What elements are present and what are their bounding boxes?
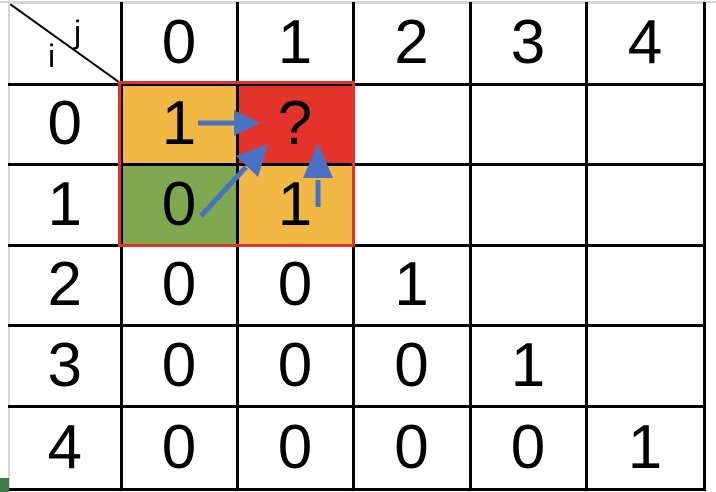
row-label-3: 3 [8,323,123,408]
cell-1-1: 1 [235,162,355,247]
cell-2-3 [468,243,588,327]
cell-1-0: 0 [119,162,239,247]
gridline-stub [468,488,471,492]
cell-3-0: 0 [119,323,239,408]
gridline-stub [235,488,238,492]
col-header-4: 4 [584,2,706,86]
cell-2-4 [584,243,706,327]
cell-0-2 [351,82,472,166]
header-row: j i 0 1 2 3 4 [8,2,706,86]
col-header-2: 2 [351,2,472,86]
cell-2-1: 0 [235,243,355,327]
slide-corner-marker [0,478,9,492]
cell-2-0: 0 [119,243,239,327]
row-label-2: 2 [8,243,123,327]
dp-table: j i 0 1 2 3 4 0 1 ? 1 0 1 2 0 [8,2,706,491]
row-label-1: 1 [8,162,123,247]
cell-4-4: 1 [584,404,706,491]
diagonal-divider [11,5,118,81]
cell-4-0: 0 [119,404,239,491]
cell-1-3 [468,162,588,247]
gridline-stub [351,488,354,492]
table-row: 3 0 0 0 1 [8,323,706,408]
gridline-stub [584,488,587,492]
gridline-stub [119,488,122,492]
cell-4-2: 0 [351,404,472,491]
cell-3-2: 0 [351,323,472,408]
cell-3-3: 1 [468,323,588,408]
cell-4-3: 0 [468,404,588,491]
row-label-0: 0 [8,82,123,166]
cell-4-1: 0 [235,404,355,491]
col-variable-label: j [74,14,82,50]
cell-0-1-unknown: ? [235,82,355,166]
cell-3-4 [584,323,706,408]
cell-2-2: 1 [351,243,472,327]
table-row: 0 1 ? [8,82,706,166]
row-variable-label: i [48,38,56,74]
gridline-right [704,0,706,492]
col-header-0: 0 [119,2,239,86]
cell-3-1: 0 [235,323,355,408]
col-header-3: 3 [468,2,588,86]
table-row: 2 0 0 1 [8,243,706,327]
cell-0-4 [584,82,706,166]
table-row: 4 0 0 0 0 1 [8,404,706,491]
cell-1-4 [584,162,706,247]
row-label-4: 4 [8,404,123,491]
cell-1-2 [351,162,472,247]
table-row: 1 0 1 [8,162,706,247]
corner-cell: j i [8,2,123,86]
cell-0-3 [468,82,588,166]
col-header-1: 1 [235,2,355,86]
gridline-top [0,1,716,3]
cell-0-0: 1 [119,82,239,166]
